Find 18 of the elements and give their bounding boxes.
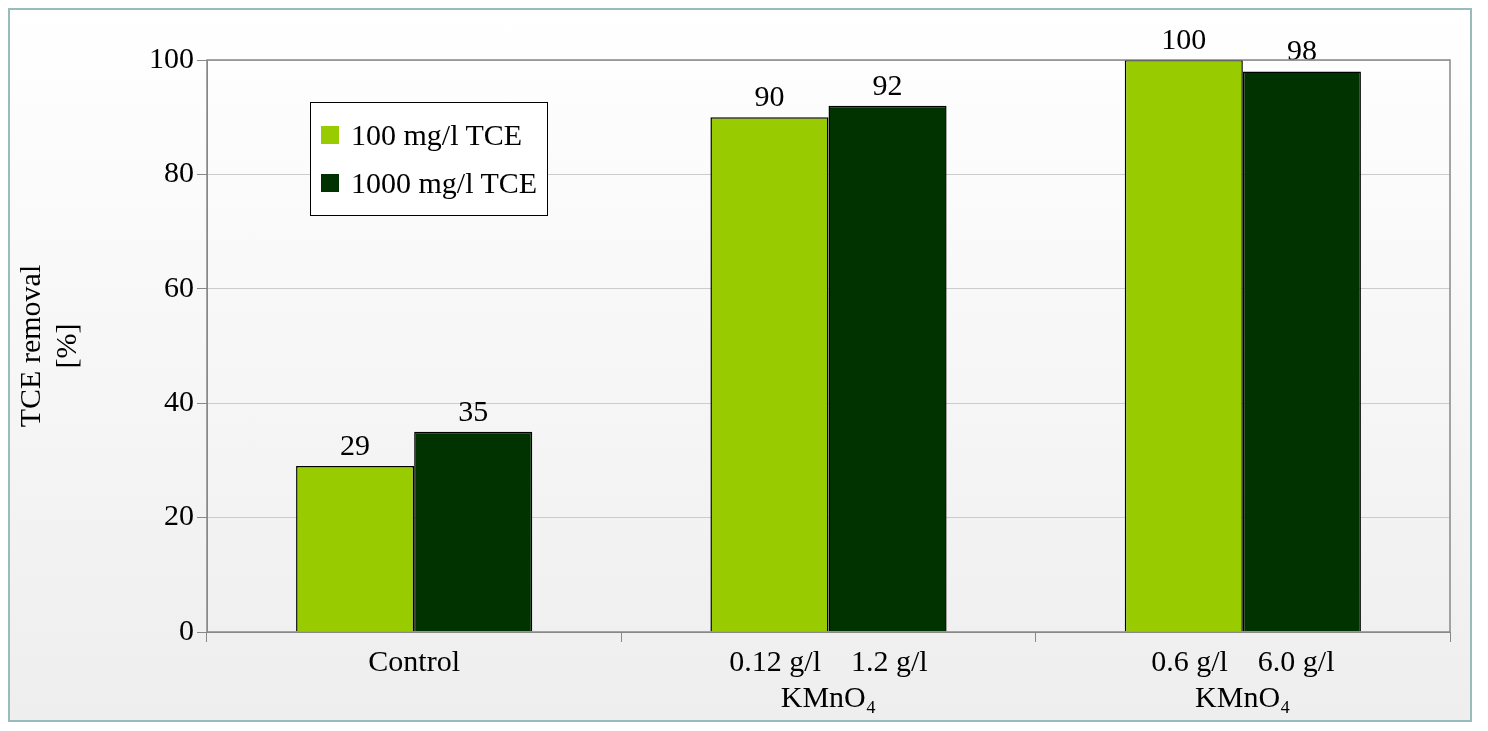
y-tick-label: 40 [164, 384, 194, 418]
x-tick-label: Control [368, 643, 460, 677]
data-label: 98 [1286, 33, 1317, 67]
legend-label: 100 mg/l TCE [351, 117, 523, 153]
data-label: 29 [340, 427, 371, 461]
data-label: 90 [754, 79, 785, 113]
data-label: 35 [458, 393, 489, 427]
y-axis-title: TCE removal [%] [12, 264, 82, 428]
y-tick-label: 100 [149, 40, 194, 74]
y-tick-label: 60 [164, 269, 194, 303]
y-tick-label: 20 [164, 498, 194, 532]
x-tick-label: 0.12 g/l 1.2 g/l KMnO₄ [729, 643, 928, 713]
data-label: 92 [872, 67, 903, 101]
y-tick-label: 80 [164, 155, 194, 189]
legend-label: 1000 mg/l TCE [351, 165, 538, 201]
data-label: 100 [1161, 21, 1207, 55]
y-tick-label: 0 [179, 612, 194, 646]
x-tick-label: 0.6 g/l 6.0 g/l KMnO₄ [1151, 643, 1335, 713]
